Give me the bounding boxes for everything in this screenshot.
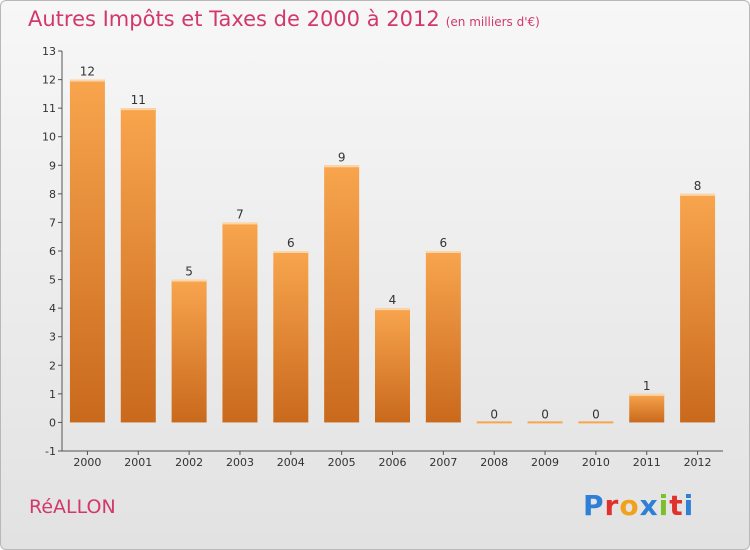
bar-top-highlight	[171, 279, 207, 282]
data-label: 6	[287, 236, 295, 250]
y-tick-label: 11	[42, 102, 56, 115]
x-tick-label: 2012	[684, 456, 712, 469]
y-tick-label: 10	[42, 131, 56, 144]
data-label: 12	[80, 65, 95, 79]
bar	[629, 393, 665, 423]
x-tick-label: 2006	[379, 456, 407, 469]
bar-top-highlight	[629, 393, 665, 396]
bar	[171, 279, 207, 423]
bar	[324, 165, 360, 423]
bar-top-highlight	[680, 193, 716, 196]
bar-top-highlight	[425, 251, 461, 253]
y-tick-label: 12	[42, 74, 56, 87]
y-tick-label: 4	[49, 302, 56, 315]
data-label: 0	[490, 407, 498, 421]
y-tick-label: 1	[49, 388, 56, 401]
bar-top-highlight	[273, 251, 309, 253]
data-label: 7	[236, 207, 244, 221]
place-name: RéALLON	[29, 496, 116, 518]
y-tick-label: 2	[49, 359, 56, 372]
data-label: 0	[541, 407, 549, 421]
x-tick-label: 2009	[531, 456, 559, 469]
y-tick-label: -1	[45, 445, 56, 458]
y-tick-label: 6	[49, 245, 56, 258]
x-tick-label: 2008	[480, 456, 508, 469]
x-tick-label: 2003	[226, 456, 254, 469]
bar-top-highlight	[375, 308, 410, 311]
bar	[69, 79, 105, 423]
x-tick-label: 2005	[328, 456, 356, 469]
bar-top-highlight	[324, 165, 360, 168]
y-tick-label: 3	[49, 331, 56, 344]
x-tick-label: 2007	[429, 456, 457, 469]
bar	[222, 222, 258, 423]
data-label: 5	[185, 265, 193, 279]
y-tick-label: 5	[49, 274, 56, 287]
bar-top-highlight	[69, 79, 105, 82]
x-tick-label: 2002	[175, 456, 203, 469]
x-tick-label: 2001	[124, 456, 152, 469]
bar	[680, 193, 716, 423]
y-tick-label: 7	[49, 216, 56, 229]
chart-unit: (en milliers d'€)	[445, 15, 540, 29]
x-tick-label: 2004	[277, 456, 305, 469]
bar	[375, 308, 410, 423]
x-tick-label: 2011	[633, 456, 661, 469]
y-tick-label: 13	[42, 45, 56, 58]
y-tick-label: 0	[49, 416, 56, 429]
data-label: 4	[389, 293, 397, 307]
chart-title-text: Autres Impôts et Taxes de 2000 à 2012	[28, 7, 440, 31]
y-tick-label: 9	[49, 159, 56, 172]
data-label: 1	[643, 379, 651, 393]
bar	[120, 108, 156, 423]
bar-top-highlight	[222, 222, 258, 225]
data-label: 11	[131, 93, 146, 107]
x-tick-label: 2000	[73, 456, 101, 469]
data-label: 9	[338, 150, 346, 164]
data-label: 0	[592, 407, 600, 421]
bar-top-highlight	[120, 108, 156, 111]
y-tick-label: 8	[49, 188, 56, 201]
x-tick-label: 2010	[582, 456, 610, 469]
bar	[425, 251, 461, 423]
proxiti-logo: Proxiti	[583, 489, 695, 522]
data-label: 8	[694, 179, 702, 193]
chart-title: Autres Impôts et Taxes de 2000 à 2012 (en…	[28, 7, 540, 31]
bar	[273, 251, 309, 423]
data-label: 6	[440, 236, 448, 250]
